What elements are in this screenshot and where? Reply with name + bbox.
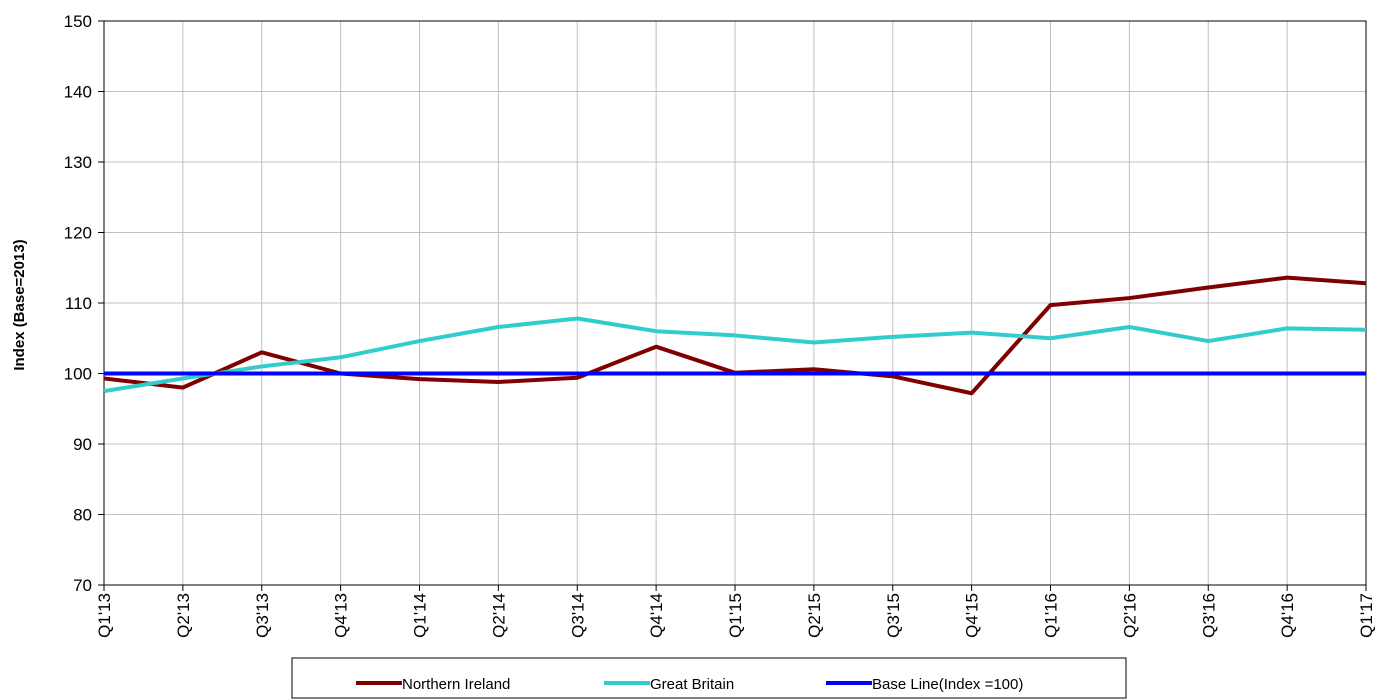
x-tick-label: Q3'14 <box>568 593 587 638</box>
x-tick-labels: Q1'13 Q2'13 Q3'13 Q4'13 Q1'14 Q2'14 Q3'14 Q4'14… <box>95 593 1376 638</box>
legend-label: Northern Ireland <box>402 676 510 693</box>
x-tick-label: Q4'14 <box>647 593 666 638</box>
x-tick-label: Q3'16 <box>1199 593 1218 638</box>
y-axis-label: Index (Base=2013) <box>11 239 28 370</box>
y-tick-label: 140 <box>64 83 92 102</box>
y-tick-label: 120 <box>64 224 92 243</box>
y-tick-label: 130 <box>64 153 92 172</box>
x-tick-label: Q1'14 <box>411 593 430 638</box>
x-tick-label: Q1'13 <box>95 593 114 638</box>
y-tick-labels: 70 80 90 100 110 120 130 140 150 <box>64 12 92 595</box>
x-tick-label: Q1'15 <box>726 593 745 638</box>
y-tick-label: 100 <box>64 365 92 384</box>
legend-label: Base Line(Index =100) <box>872 676 1023 693</box>
y-tick-label: 80 <box>73 506 92 525</box>
legend-item: Northern Ireland <box>356 676 510 693</box>
legend-box <box>291 657 1127 699</box>
axes <box>98 20 1367 591</box>
y-tick-label: 110 <box>65 294 92 313</box>
x-tick-label: Q4'13 <box>332 593 351 638</box>
x-tick-label: Q1'16 <box>1042 593 1061 638</box>
y-tick-label: 70 <box>73 576 92 595</box>
x-tick-label: Q4'15 <box>963 593 982 638</box>
series-lines <box>103 275 1367 396</box>
x-tick-label: Q3'15 <box>884 593 903 638</box>
x-tick-label: Q3'13 <box>253 593 272 638</box>
legend-item: Great Britain <box>604 676 734 693</box>
x-tick-label: Q2'16 <box>1120 593 1139 638</box>
legend-item: Base Line(Index =100) <box>826 676 1023 693</box>
y-tick-label: 150 <box>64 12 92 31</box>
y-tick-label: 90 <box>73 435 92 454</box>
gridlines <box>103 20 1367 586</box>
x-tick-label: Q1'17 <box>1357 593 1376 638</box>
x-tick-label: Q2'14 <box>489 593 508 638</box>
x-tick-label: Q2'15 <box>805 593 824 638</box>
legend-label: Great Britain <box>650 676 734 693</box>
legend: Northern Ireland Great Britain Base Line(I… <box>291 657 1127 699</box>
series-line-great-britain <box>103 316 1367 394</box>
x-tick-label: Q2'13 <box>174 593 193 638</box>
x-tick-label: Q4'16 <box>1278 593 1297 638</box>
